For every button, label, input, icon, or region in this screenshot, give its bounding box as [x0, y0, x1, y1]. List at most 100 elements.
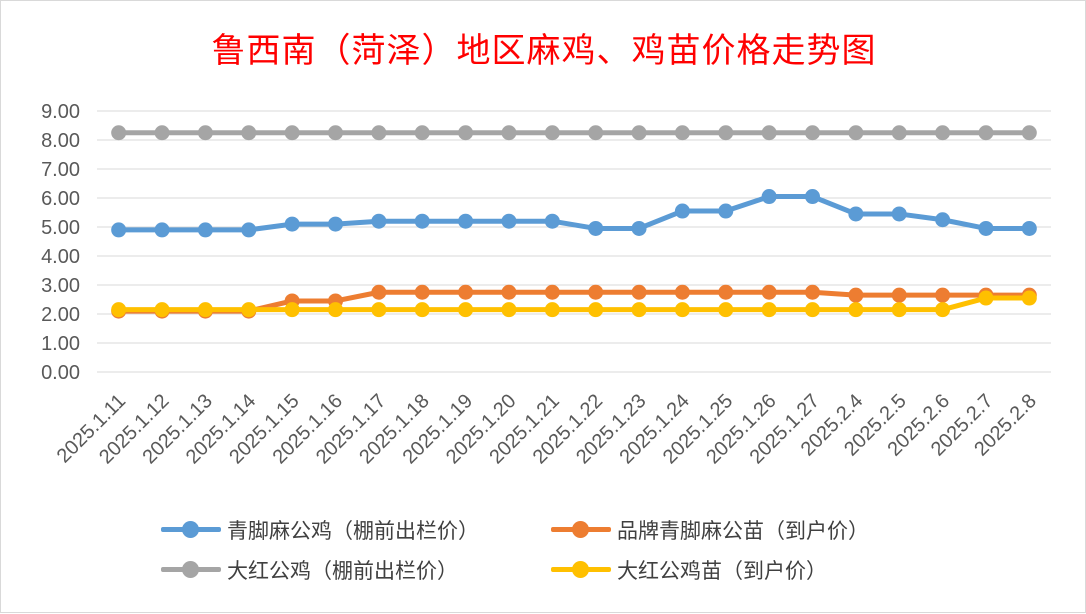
data-point	[544, 213, 560, 229]
data-point	[891, 287, 907, 303]
data-point	[284, 302, 300, 318]
data-point	[501, 302, 517, 318]
data-point	[197, 222, 213, 238]
data-point	[371, 302, 387, 318]
data-point	[761, 284, 777, 300]
legend-item-series-0: 青脚麻公鸡（棚前出栏价）	[161, 515, 479, 545]
data-point	[935, 287, 951, 303]
x-axis-ticks: 2025.1.112025.1.122025.1.132025.1.142025…	[53, 390, 1041, 468]
series-2	[111, 125, 1037, 141]
legend-marker	[551, 555, 611, 585]
y-tick-label: 4.00	[41, 246, 80, 268]
data-point	[154, 302, 170, 318]
y-tick-label: 1.00	[41, 333, 80, 355]
data-point	[674, 302, 690, 318]
data-point	[891, 206, 907, 222]
data-point	[805, 125, 820, 141]
data-point	[111, 125, 127, 141]
data-point	[891, 302, 907, 318]
data-point	[414, 125, 430, 141]
data-point	[371, 125, 387, 141]
data-point	[718, 125, 734, 141]
data-point	[414, 213, 430, 229]
series-layer	[111, 125, 1037, 319]
data-point	[848, 206, 864, 222]
data-point	[718, 203, 734, 219]
data-point	[674, 125, 690, 141]
y-tick-label: 0.00	[41, 362, 80, 384]
y-tick-label: 6.00	[41, 188, 80, 210]
data-point	[891, 125, 907, 141]
data-point	[241, 125, 257, 141]
data-point	[848, 287, 864, 303]
chart-title: 鲁西南（菏泽）地区麻鸡、鸡苗价格走势图	[211, 31, 877, 71]
y-tick-label: 9.00	[41, 101, 80, 123]
data-point	[501, 284, 517, 300]
data-point	[328, 216, 343, 232]
data-point	[805, 284, 820, 300]
data-point	[414, 302, 430, 318]
data-point	[848, 302, 864, 318]
data-point	[458, 302, 474, 318]
data-point	[544, 302, 560, 318]
legend-marker	[161, 555, 221, 585]
y-axis-ticks: 0.00 1.00 2.00 3.00 4.00 5.00 6.00 7.00 8.00 9.00	[41, 101, 80, 384]
data-point	[1021, 125, 1037, 141]
series-0	[111, 189, 1037, 238]
data-point	[458, 125, 474, 141]
data-point	[631, 284, 647, 300]
data-point	[197, 302, 213, 318]
data-point	[544, 284, 560, 300]
data-point	[284, 125, 300, 141]
y-tick-label: 3.00	[41, 275, 80, 297]
data-point	[761, 302, 777, 318]
data-point	[328, 125, 343, 141]
data-point	[284, 216, 300, 232]
data-point	[588, 125, 604, 141]
data-point	[588, 220, 604, 236]
data-point	[978, 125, 994, 141]
series-line	[116, 295, 1032, 313]
data-point	[935, 302, 951, 318]
data-point	[978, 220, 994, 236]
data-point	[718, 302, 734, 318]
legend-marker	[551, 515, 611, 545]
legend-item-series-2: 大红公鸡（棚前出栏价）	[161, 555, 458, 585]
y-tick-label: 8.00	[41, 130, 80, 152]
data-point	[588, 302, 604, 318]
gridlines	[97, 110, 1051, 373]
y-tick-label: 2.00	[41, 304, 80, 326]
data-point	[544, 125, 560, 141]
data-point	[978, 290, 994, 306]
data-point	[631, 220, 647, 236]
data-point	[241, 302, 257, 318]
data-point	[848, 125, 864, 141]
series-line	[116, 289, 1032, 314]
data-point	[674, 284, 690, 300]
data-point	[154, 222, 170, 238]
data-point	[1021, 290, 1037, 306]
legend-dot	[182, 561, 199, 578]
data-point	[588, 284, 604, 300]
legend-label: 品牌青脚麻公苗（到户价）	[617, 519, 869, 543]
legend-label: 大红公鸡苗（到户价）	[617, 559, 827, 583]
data-point	[718, 284, 734, 300]
legend-dot	[572, 561, 589, 578]
data-point	[935, 125, 951, 141]
legend-dot	[182, 521, 199, 538]
legend-item-series-3: 大红公鸡苗（到户价）	[551, 555, 827, 585]
data-point	[328, 302, 343, 318]
y-tick-label: 7.00	[41, 159, 80, 181]
data-point	[1021, 220, 1037, 236]
data-point	[371, 284, 387, 300]
y-tick-label: 5.00	[41, 217, 80, 239]
data-point	[111, 302, 127, 318]
legend-label: 大红公鸡（棚前出栏价）	[227, 559, 458, 583]
data-point	[501, 213, 517, 229]
data-point	[458, 213, 474, 229]
data-point	[154, 125, 170, 141]
data-point	[111, 222, 127, 238]
data-point	[241, 222, 257, 238]
data-point	[458, 284, 474, 300]
